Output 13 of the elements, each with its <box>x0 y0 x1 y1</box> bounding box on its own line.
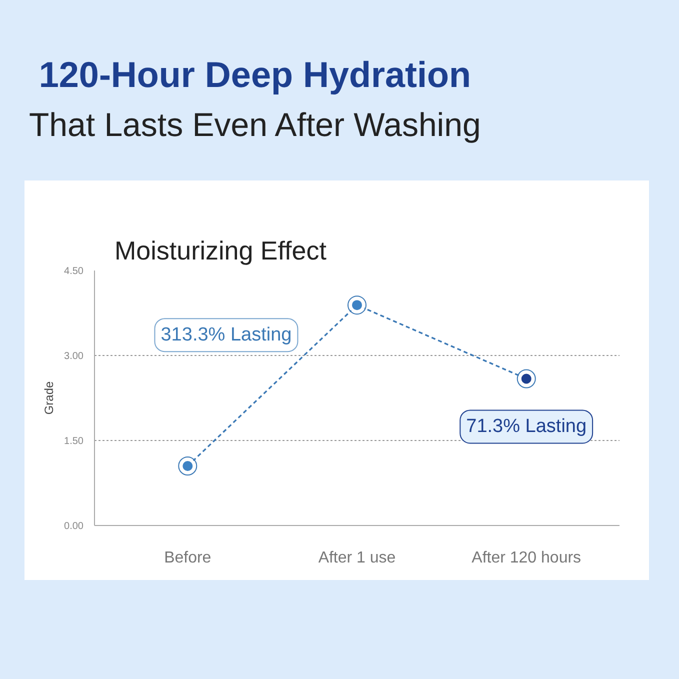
y-tick-label: 0.00 <box>64 521 84 532</box>
x-tick-label: After 120 hours <box>472 550 582 566</box>
x-tick-label: Before <box>164 550 212 566</box>
y-tick-label: 3.00 <box>64 351 84 362</box>
chart-subtitle: That Lasts Even After Washing <box>29 104 481 145</box>
chart-title: 120-Hour Deep Hydration <box>38 54 472 95</box>
y-tick-label: 4.50 <box>64 266 84 277</box>
annotation: 313.3% Lasting <box>160 324 292 346</box>
y-tick-label: 1.50 <box>64 436 84 447</box>
annotation: 71.3% Lasting <box>466 416 587 438</box>
x-tick-label: After 1 use <box>318 550 396 566</box>
text: Moisturizing Effect <box>114 236 328 266</box>
y-axis-title: Grade <box>42 381 56 415</box>
